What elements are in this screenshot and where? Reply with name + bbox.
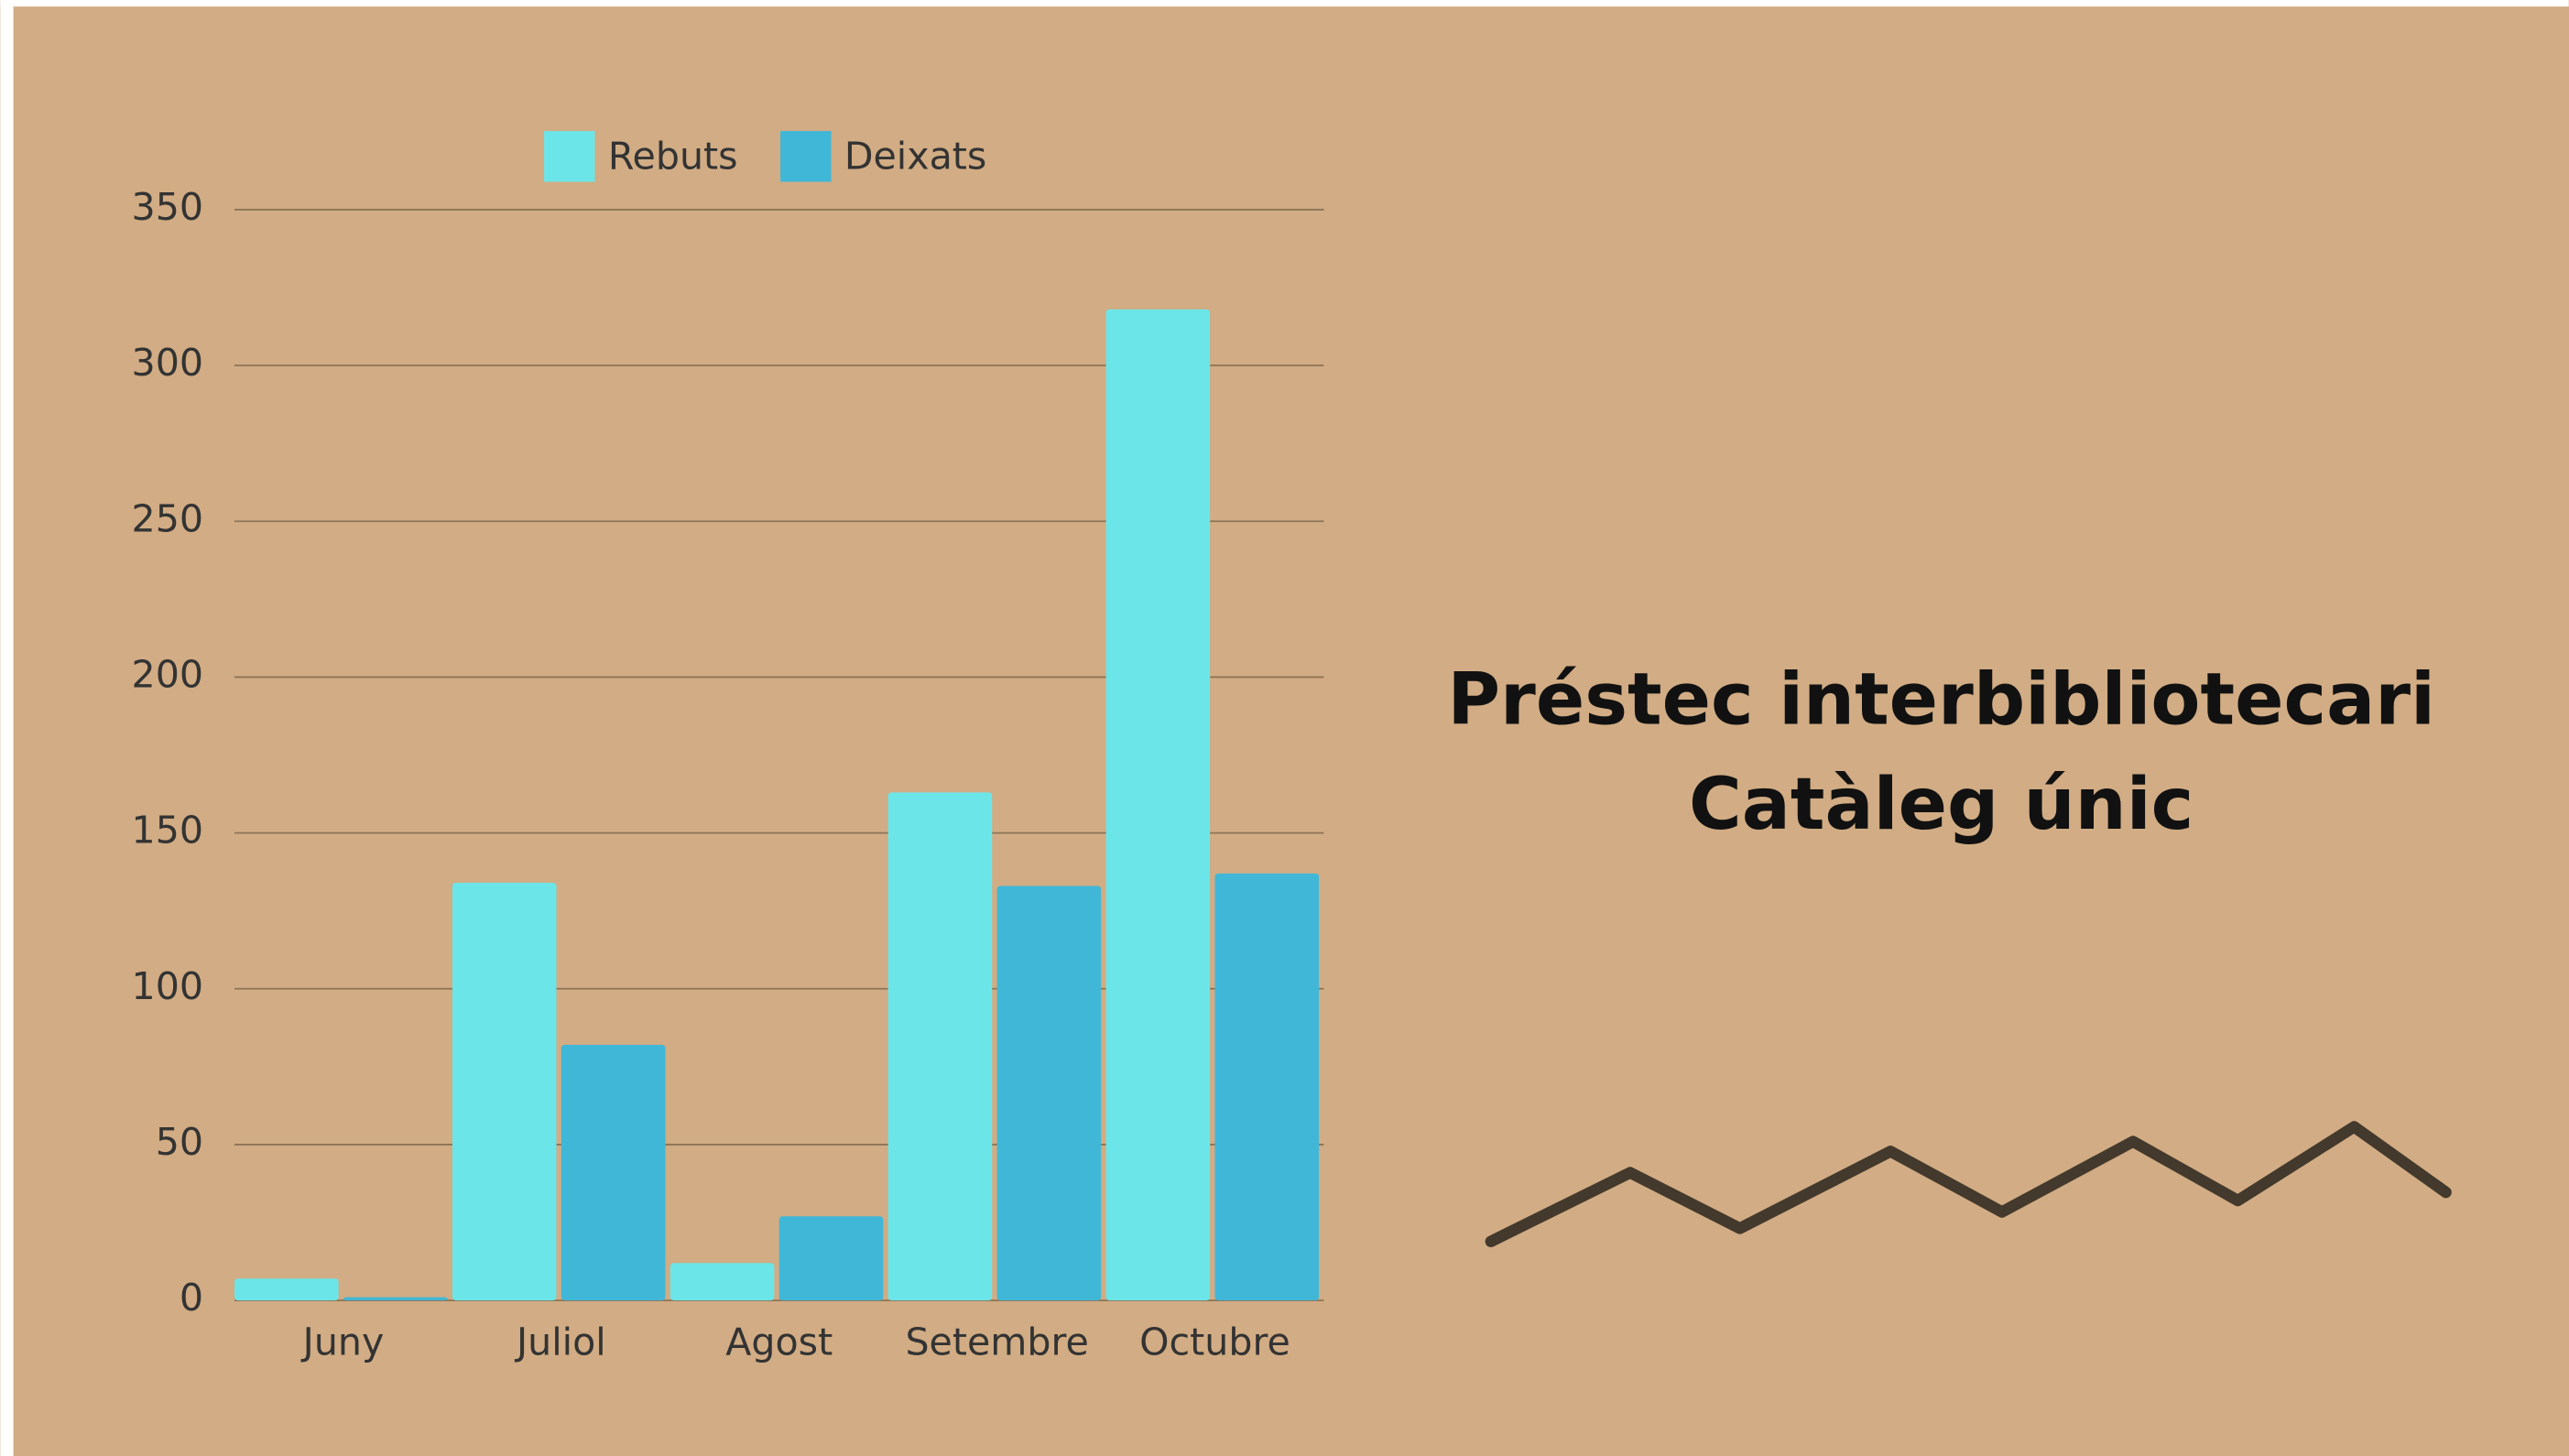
y-tick-label: 0 — [180, 1276, 203, 1320]
x-tick-label: Setembre — [905, 1320, 1088, 1364]
x-tick-label: Octubre — [1139, 1320, 1290, 1364]
bar — [888, 792, 993, 1300]
title-line: Préstec interbibliotecari — [1447, 657, 2435, 742]
bar — [997, 886, 1102, 1300]
page: Préstec interbibliotecari Catàleg únic 0… — [0, 0, 2569, 1456]
y-tick-label: 150 — [132, 809, 204, 853]
y-tick-label: 350 — [132, 185, 204, 229]
y-tick-label: 100 — [132, 964, 204, 1008]
left-border — [0, 0, 13, 1456]
bar — [561, 1045, 666, 1300]
legend-swatch — [780, 131, 831, 181]
top-border — [0, 0, 2568, 6]
bar — [1214, 874, 1319, 1300]
bar — [452, 883, 557, 1300]
x-tick-label: Agost — [725, 1320, 833, 1364]
title-line: Catàleg únic — [1689, 762, 2193, 846]
legend-label: Rebuts — [608, 134, 738, 178]
bar — [779, 1216, 884, 1300]
bar — [670, 1263, 775, 1300]
y-tick-label: 250 — [132, 496, 204, 540]
legend-label: Deixats — [844, 134, 986, 178]
y-tick-label: 200 — [132, 652, 204, 696]
bar — [343, 1298, 448, 1300]
y-tick-label: 50 — [156, 1120, 203, 1164]
x-tick-label: Juliol — [514, 1320, 606, 1364]
x-tick-label: Juny — [300, 1320, 385, 1364]
bar — [1106, 310, 1211, 1300]
y-tick-label: 300 — [132, 341, 204, 385]
bar — [234, 1278, 339, 1300]
legend-swatch — [544, 131, 594, 181]
